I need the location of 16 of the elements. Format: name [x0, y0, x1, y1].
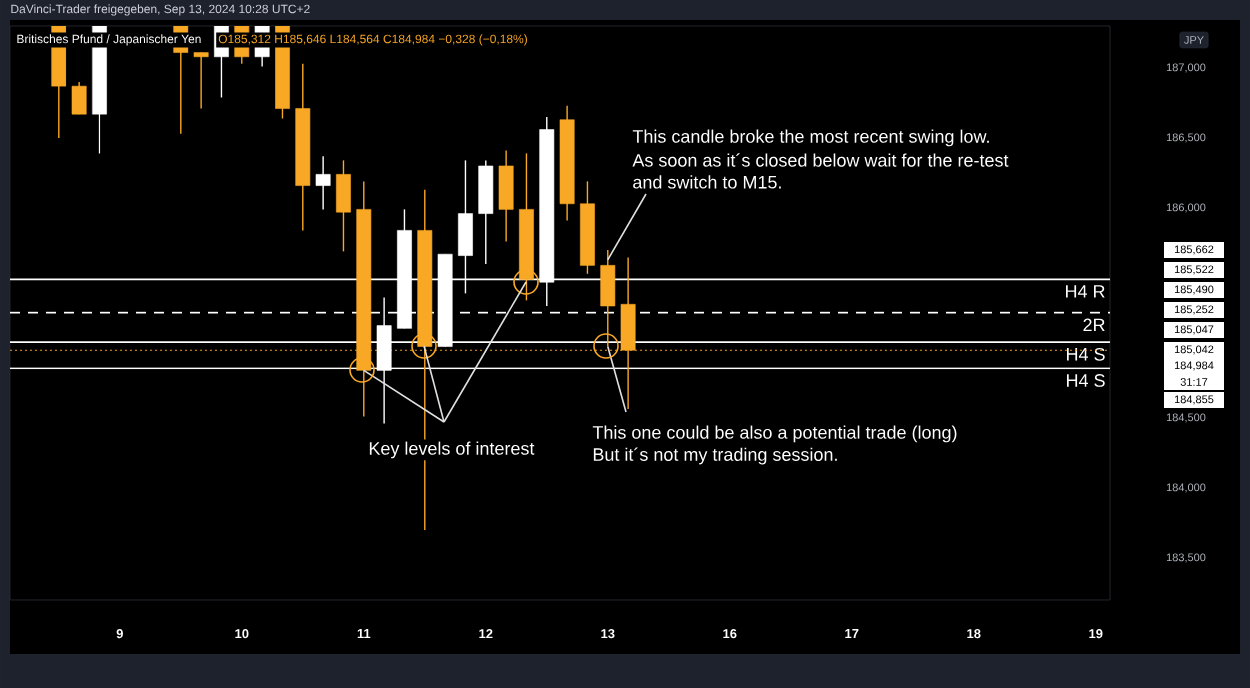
candlestick: [336, 159, 351, 253]
ref-line-label: H4 S: [1067, 347, 1105, 361]
annotation: As soon as it´s closed below wait for the re-test: [632, 153, 1009, 167]
annotation: This candle broke the most recent swing low.: [632, 129, 989, 147]
candlestick: [315, 155, 331, 211]
annotation: Key levels of interest: [369, 441, 535, 459]
candlestick: [71, 81, 87, 115]
candlestick: [498, 149, 514, 243]
annotation: But it´s not my trading session.: [593, 447, 837, 465]
candlestick: [478, 159, 494, 265]
annotation: and switch to M15.: [633, 175, 781, 189]
ref-line-label: H4 R: [1066, 285, 1105, 298]
ref-line-label: 2R: [1083, 318, 1105, 332]
annotation: This one could be also a potential trade (long): [592, 425, 957, 443]
ref-line-label: H4 S: [1067, 374, 1105, 387]
candlestick: [193, 51, 209, 110]
